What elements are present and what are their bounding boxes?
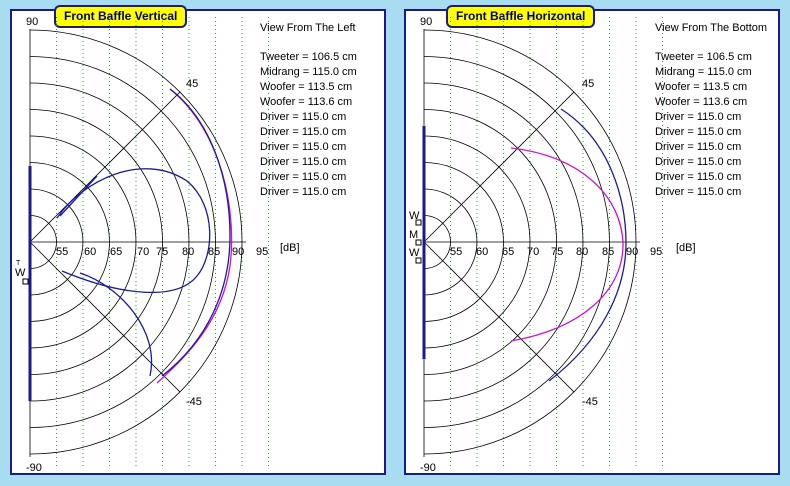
angle-label-minus-45: -45 <box>582 396 598 408</box>
axis-unit-label: [dB] <box>676 242 696 254</box>
distance-readout: Midrang = 115.0 cm <box>655 66 752 78</box>
tick-label: 85 <box>208 246 220 258</box>
angle-label-90: 90 <box>26 16 38 28</box>
tick-label: 65 <box>110 246 122 258</box>
view-label: View From The Bottom <box>655 22 767 34</box>
driver-marker <box>415 257 422 264</box>
distance-readout: Driver = 115.0 cm <box>260 171 346 183</box>
tick-label: 70 <box>137 246 149 258</box>
tick-label: 95 <box>650 246 662 258</box>
tick-labels: 55 60 65 70 75 80 85 90 95 <box>450 246 662 258</box>
panel-title: Front Baffle Horizontal <box>446 5 596 28</box>
axis-unit-label: [dB] <box>280 242 300 254</box>
tick-label: 70 <box>527 246 539 258</box>
distance-readout: Midrang = 115.0 cm <box>260 66 357 78</box>
response-curve-magenta <box>156 88 233 384</box>
tick-label: 65 <box>502 246 514 258</box>
angle-label-45: 45 <box>582 78 594 90</box>
panel-title: Front Baffle Vertical <box>54 5 188 28</box>
driver-marker-group: T W <box>15 260 29 285</box>
distance-readout: Driver = 115.0 cm <box>260 156 346 168</box>
polar-plot-horizontal: W M W 90 -90 45 -45 [dB] 55 60 65 70 75 … <box>409 16 767 474</box>
distance-readout: Driver = 115.0 cm <box>655 141 741 153</box>
axis-labels: 90 -90 45 -45 [dB] <box>420 16 696 474</box>
distance-readout: Tweeter = 106.5 cm <box>260 51 357 63</box>
polar-plot-panel-vertical: Front Baffle Vertical T W 90 -90 45 -45 … <box>10 5 386 475</box>
axis-diagonal <box>423 241 575 393</box>
angle-label-minus-90: -90 <box>26 462 42 474</box>
driver-label-midrange: M <box>409 229 418 241</box>
response-curve-blue-lower <box>79 272 153 377</box>
distance-readout: Woofer = 113.5 cm <box>655 81 747 93</box>
driver-label-woofer: W <box>15 267 26 279</box>
response-curves <box>510 108 627 382</box>
angle-label-90: 90 <box>420 16 432 28</box>
tick-label: 75 <box>551 246 563 258</box>
axis-diagonal <box>29 241 181 393</box>
tick-label: 80 <box>182 246 194 258</box>
info-text: View From The Bottom Tweeter = 106.5 cm … <box>655 22 767 198</box>
tick-label: 90 <box>232 246 244 258</box>
distance-readout: Driver = 115.0 cm <box>655 111 741 123</box>
info-text: View From The Left Tweeter = 106.5 cm Mi… <box>260 22 357 198</box>
driver-label-woofer: W <box>409 210 420 222</box>
distance-readout: Driver = 115.0 cm <box>655 156 741 168</box>
polar-plot-panel-horizontal: Front Baffle Horizontal W M W 90 -90 45 … <box>404 5 780 475</box>
tick-label: 95 <box>256 246 268 258</box>
distance-readout: Tweeter = 106.5 cm <box>655 51 752 63</box>
distance-readout: Driver = 115.0 cm <box>655 171 741 183</box>
response-curve-blue <box>56 168 211 294</box>
polar-grid <box>423 17 663 467</box>
distance-readout: Driver = 115.0 cm <box>655 186 741 198</box>
polar-plot-vertical: T W 90 -90 45 -45 [dB] 55 60 65 70 75 80… <box>15 16 357 474</box>
view-label: View From The Left <box>260 22 356 34</box>
distance-readout: Driver = 115.0 cm <box>260 186 346 198</box>
angle-label-minus-45: -45 <box>186 396 202 408</box>
tick-label: 55 <box>56 246 68 258</box>
distance-readout: Driver = 115.0 cm <box>260 111 346 123</box>
angle-label-minus-90: -90 <box>420 462 436 474</box>
tick-label: 75 <box>156 246 168 258</box>
tick-label: 60 <box>84 246 96 258</box>
tick-label: 60 <box>476 246 488 258</box>
response-curve-blue-outer <box>161 88 231 377</box>
axis-diagonal <box>423 91 575 243</box>
tick-label: 85 <box>602 246 614 258</box>
response-curve-blue-upper <box>59 175 98 217</box>
response-curve-magenta <box>510 147 624 342</box>
angle-label-45: 45 <box>186 78 198 90</box>
driver-label-tweeter: T <box>16 260 21 267</box>
driver-marker <box>22 278 29 285</box>
polar-grid <box>29 17 269 467</box>
distance-readout: Driver = 115.0 cm <box>260 141 346 153</box>
distance-readout: Driver = 115.0 cm <box>655 126 741 138</box>
driver-marker-group: W M W <box>409 210 422 264</box>
axis-diagonal <box>29 91 181 243</box>
tick-label: 55 <box>450 246 462 258</box>
distance-readout: Woofer = 113.5 cm <box>260 81 352 93</box>
tick-label: 80 <box>576 246 588 258</box>
tick-labels: 55 60 65 70 75 80 85 90 95 <box>56 246 268 258</box>
driver-label-woofer: W <box>409 247 420 259</box>
axis-labels: 90 -90 45 -45 [dB] <box>26 16 300 474</box>
distance-readout: Woofer = 113.6 cm <box>260 96 352 108</box>
distance-readout: Woofer = 113.6 cm <box>655 96 747 108</box>
response-curves <box>56 88 233 384</box>
tick-label: 90 <box>626 246 638 258</box>
driver-marker <box>415 239 422 246</box>
driver-marker <box>415 219 422 226</box>
distance-readout: Driver = 115.0 cm <box>260 126 346 138</box>
response-curve-blue <box>548 108 627 382</box>
